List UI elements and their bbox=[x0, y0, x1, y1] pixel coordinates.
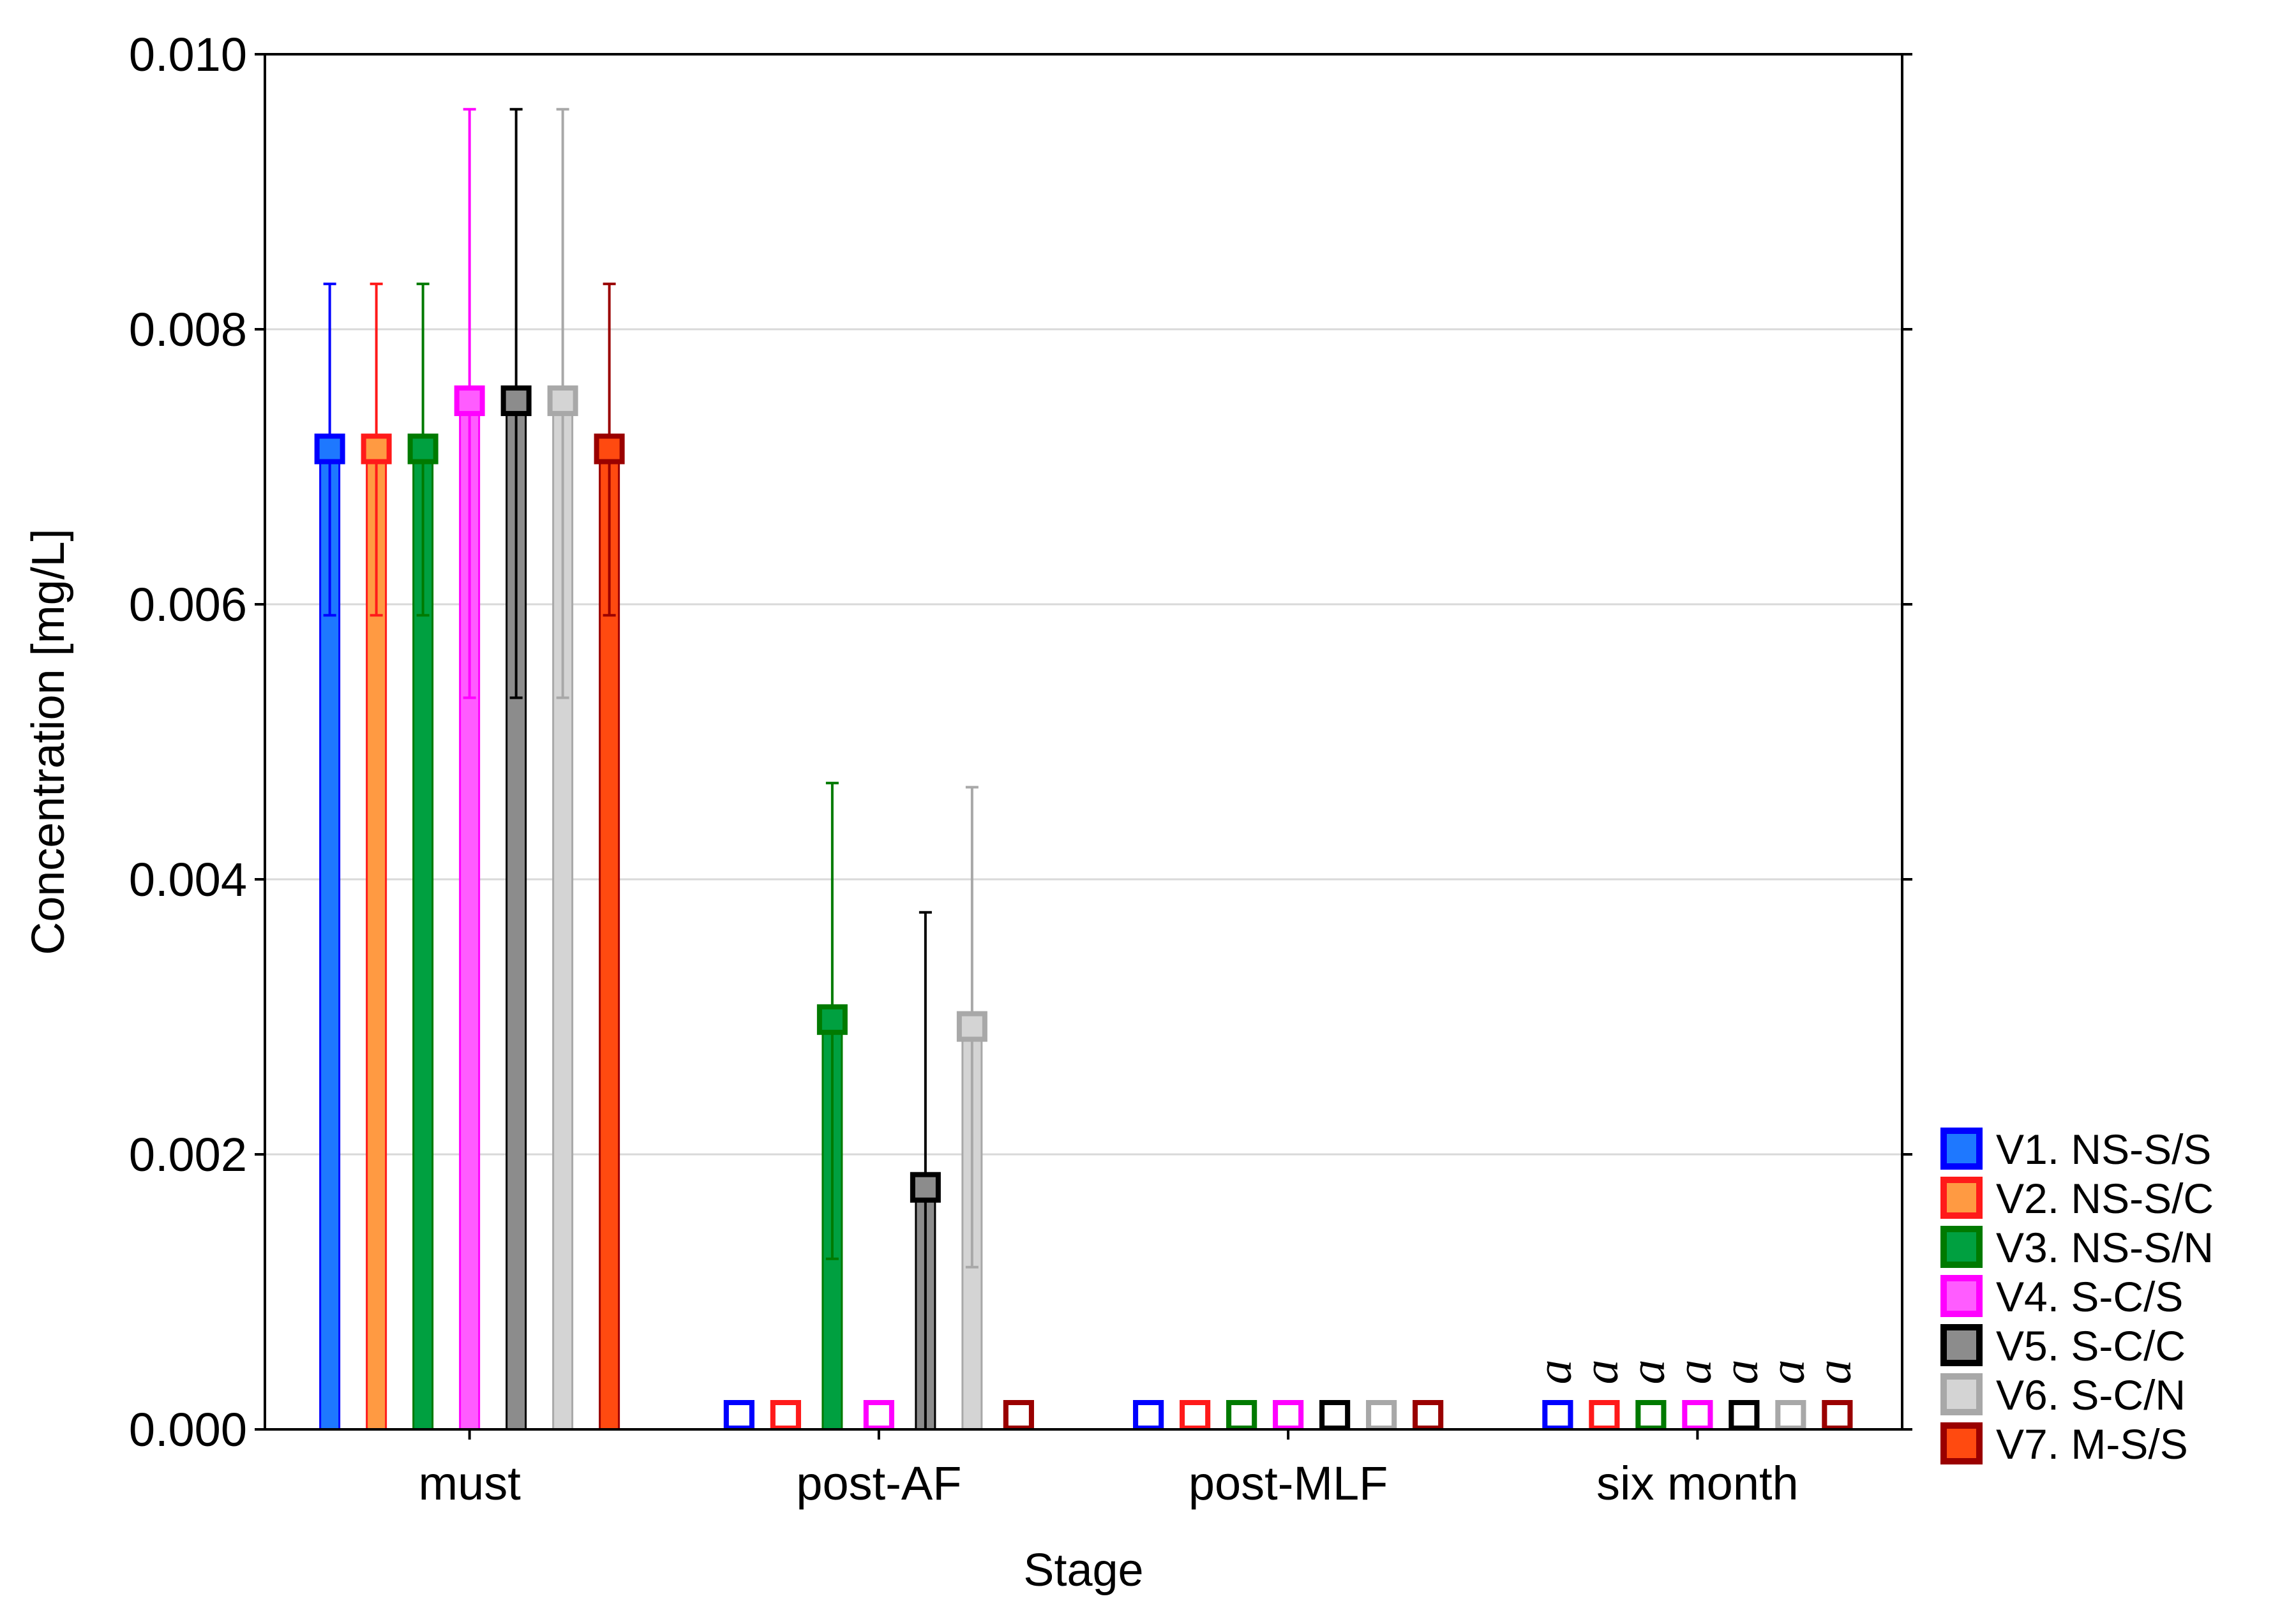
mean-marker bbox=[361, 433, 392, 465]
legend-label: V4. S-C/S bbox=[1996, 1273, 2183, 1320]
mean-marker-zero bbox=[1589, 1400, 1620, 1431]
mean-marker-zero bbox=[1413, 1400, 1444, 1431]
legend-swatch bbox=[1940, 1324, 1983, 1366]
mean-marker-zero bbox=[1133, 1400, 1164, 1431]
mean-markers bbox=[314, 385, 1853, 1431]
legend-swatch bbox=[1940, 1177, 1983, 1219]
legend-item: V6. S-C/N bbox=[1940, 1371, 2186, 1419]
y-tick-label: 0.008 bbox=[129, 303, 247, 356]
gridlines bbox=[265, 328, 1902, 1156]
legend-item: V4. S-C/S bbox=[1940, 1273, 2183, 1320]
y-tick-label: 0.004 bbox=[129, 853, 247, 906]
legend-label: V6. S-C/N bbox=[1996, 1371, 2186, 1419]
x-tick-label: post-AF bbox=[796, 1457, 961, 1510]
mean-marker-zero bbox=[1319, 1400, 1351, 1431]
significance-letter: a bbox=[1759, 1360, 1814, 1385]
mean-marker-zero bbox=[1180, 1400, 1211, 1431]
mean-marker-zero bbox=[770, 1400, 801, 1431]
plot-frame bbox=[264, 53, 1903, 1431]
mean-marker-zero bbox=[863, 1400, 894, 1431]
significance-letter: a bbox=[1712, 1360, 1767, 1385]
legend-swatch bbox=[1940, 1275, 1983, 1317]
y-axis: 0.000 0.002 0.004 0.006 0.008 0.010 bbox=[129, 28, 1912, 1456]
legend-label: V7. M-S/S bbox=[1996, 1420, 2188, 1468]
legend-item: V1. NS-S/S bbox=[1940, 1126, 2211, 1173]
legend: V1. NS-S/SV2. NS-S/CV3. NS-S/NV4. S-C/SV… bbox=[1940, 1126, 2214, 1468]
x-tick-label: post-MLF bbox=[1189, 1457, 1388, 1510]
legend-item: V3. NS-S/N bbox=[1940, 1224, 2214, 1271]
legend-label: V3. NS-S/N bbox=[1996, 1224, 2214, 1271]
legend-label: V1. NS-S/S bbox=[1996, 1126, 2211, 1173]
mean-marker-zero bbox=[1366, 1400, 1397, 1431]
mean-marker-zero bbox=[1003, 1400, 1034, 1431]
legend-swatch bbox=[1940, 1422, 1983, 1464]
legend-swatch bbox=[1940, 1128, 1983, 1170]
x-tick-label: must bbox=[418, 1457, 521, 1510]
legend-item: V5. S-C/C bbox=[1940, 1322, 2186, 1369]
x-axis-title: Stage bbox=[1023, 1545, 1143, 1596]
y-tick-label: 0.006 bbox=[129, 578, 247, 631]
mean-marker bbox=[594, 433, 625, 465]
mean-marker bbox=[956, 1011, 987, 1042]
significance-letter: a bbox=[1572, 1360, 1628, 1385]
mean-marker-zero bbox=[1682, 1400, 1713, 1431]
mean-marker bbox=[816, 1004, 848, 1035]
significance-letter: a bbox=[1665, 1360, 1721, 1385]
mean-marker-zero bbox=[1775, 1400, 1806, 1431]
mean-marker-zero bbox=[1542, 1400, 1573, 1431]
y-tick-label: 0.010 bbox=[129, 28, 247, 81]
mean-marker bbox=[407, 433, 439, 465]
legend-item: V7. M-S/S bbox=[1940, 1420, 2188, 1468]
mean-marker-zero bbox=[1635, 1400, 1667, 1431]
y-tick-label: 0.000 bbox=[129, 1403, 247, 1456]
mean-marker-zero bbox=[723, 1400, 754, 1431]
bar bbox=[459, 399, 481, 1431]
bars bbox=[319, 399, 983, 1431]
mean-marker bbox=[547, 385, 578, 417]
x-axis: must post-AF post-MLF six month bbox=[418, 1429, 1799, 1510]
legend-swatch bbox=[1940, 1226, 1983, 1268]
y-axis-title: Concentration [mg/L] bbox=[23, 528, 74, 955]
mean-marker bbox=[314, 433, 345, 465]
legend-label: V5. S-C/C bbox=[1996, 1322, 2186, 1369]
y-tick-label: 0.002 bbox=[129, 1128, 247, 1181]
mean-marker-zero bbox=[1273, 1400, 1304, 1431]
legend-label: V2. NS-S/C bbox=[1996, 1175, 2214, 1222]
significance-letter: a bbox=[1805, 1360, 1861, 1385]
mean-marker bbox=[454, 385, 485, 417]
significance-letter: a bbox=[1526, 1360, 1581, 1385]
mean-marker-zero bbox=[1822, 1400, 1853, 1431]
mean-marker-zero bbox=[1729, 1400, 1760, 1431]
mean-marker bbox=[910, 1172, 941, 1203]
mean-marker bbox=[500, 385, 532, 417]
legend-item: V2. NS-S/C bbox=[1940, 1175, 2214, 1222]
legend-swatch bbox=[1940, 1373, 1983, 1415]
x-tick-label: six month bbox=[1596, 1457, 1799, 1510]
mean-marker-zero bbox=[1226, 1400, 1257, 1431]
significance-letter: a bbox=[1619, 1360, 1674, 1385]
